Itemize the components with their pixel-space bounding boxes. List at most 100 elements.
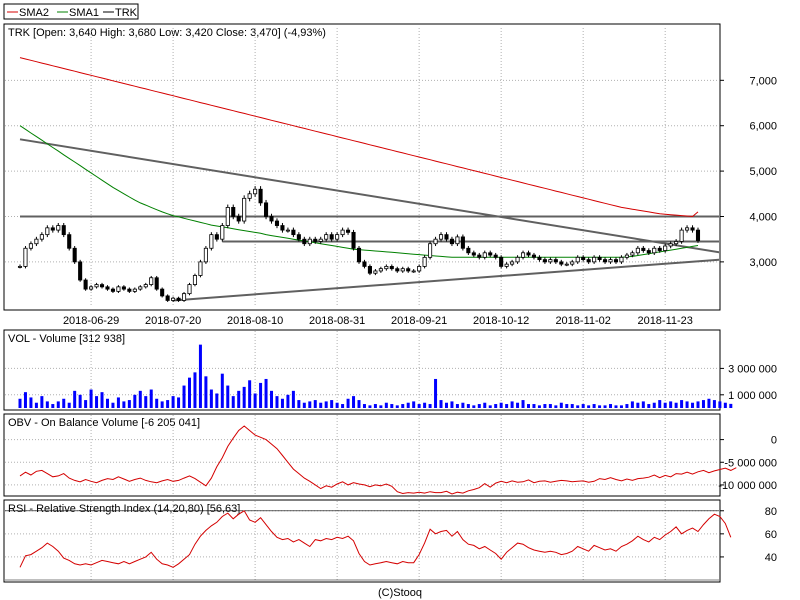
volume-bar [614, 405, 618, 408]
volume-bar [357, 400, 361, 408]
candle-body [242, 197, 247, 222]
axis-labels-layer: 2018-06-29 2018-07-20 2018-08-10 2018-08-31… [63, 75, 777, 564]
volume-bar [390, 404, 394, 408]
volume-bar [160, 401, 164, 408]
volume-bar [259, 382, 263, 408]
volume-bar [691, 402, 695, 408]
volume-bar [587, 405, 591, 408]
volume-bar [105, 398, 109, 408]
volume-bar [291, 390, 295, 408]
candle-body [581, 256, 586, 261]
candle-body [154, 277, 159, 290]
volume-bar [472, 405, 476, 408]
candle-body [466, 247, 471, 254]
volume-bar [417, 404, 421, 408]
volume-bar [155, 398, 159, 408]
y-tick-label: 6,000 [749, 121, 777, 133]
volume-bar [499, 402, 503, 408]
volume-bar [401, 404, 405, 408]
volume-bar [565, 404, 569, 408]
candle-body [264, 202, 269, 217]
volume-bar [652, 402, 656, 408]
volume-bar [718, 401, 722, 408]
candle-body [395, 268, 400, 272]
volume-bar [477, 404, 481, 408]
volume-bar [598, 405, 602, 408]
candle-body [324, 234, 329, 240]
volume-bar [641, 401, 645, 408]
candle-body [258, 188, 263, 204]
volume-bar [324, 401, 328, 408]
candle-body [449, 238, 454, 245]
sma1-line [19, 125, 699, 258]
candle-body [165, 295, 170, 301]
volume-bar [461, 402, 465, 408]
marks-layer [5, 57, 737, 581]
candle-body [592, 256, 597, 263]
y-tick-label: 1 000 000 [728, 390, 777, 402]
candle-body [247, 193, 252, 199]
y-tick-label: 3 000 000 [728, 363, 777, 375]
x-tick-label: 2018-08-10 [227, 315, 283, 327]
candle-body [94, 284, 99, 288]
candle-body [608, 259, 613, 263]
candle-body [105, 286, 110, 290]
candle-body [679, 229, 684, 242]
candle-body [635, 247, 640, 254]
candle-body [493, 254, 498, 258]
volume-panel-title: VOL - Volume [312 938] [8, 333, 125, 345]
volume-bar [215, 393, 219, 408]
candle-body [302, 238, 307, 245]
volume-bar [23, 392, 27, 408]
volume-bar [34, 402, 38, 408]
candle-body [695, 229, 701, 241]
candle-body [570, 261, 575, 265]
candle-body [72, 247, 77, 263]
candle-body [515, 256, 520, 263]
volume-bar [248, 380, 252, 408]
candle-body [603, 259, 608, 263]
candle-body [346, 229, 351, 233]
candle-body [482, 252, 487, 258]
volume-bar [548, 404, 552, 408]
volume-bar [362, 404, 366, 408]
volume-bar [40, 396, 44, 408]
volume-bar [188, 377, 191, 408]
volume-bar [406, 402, 410, 408]
volume-bar [237, 390, 241, 408]
volume-bar [379, 405, 383, 408]
candle-body [253, 188, 258, 195]
candle-body [274, 220, 280, 226]
volume-bar [138, 390, 142, 408]
volume-bar [264, 378, 268, 408]
obv-panel-frame [3, 413, 721, 497]
trendline [19, 138, 719, 254]
candle-body [34, 238, 39, 245]
y-tick-label: 7,000 [749, 75, 777, 87]
volume-bar [412, 401, 416, 408]
candle-body [225, 207, 230, 226]
volume-bar [444, 402, 448, 408]
candle-body [45, 227, 50, 236]
volume-bar [521, 400, 525, 408]
candle-body [50, 227, 55, 231]
volume-bar [352, 396, 356, 408]
candle-body [537, 256, 542, 261]
candle-body [61, 225, 66, 236]
volume-bar [116, 397, 120, 408]
candle-body [23, 247, 28, 267]
candle-body [613, 259, 619, 263]
volume-bar [658, 400, 662, 408]
candle-body [471, 252, 476, 256]
candle-body [307, 238, 312, 245]
sma2-line [19, 57, 699, 218]
candle-body [504, 263, 509, 267]
volume-bar [127, 400, 131, 408]
volume-bar [696, 401, 700, 408]
candle-body [373, 270, 378, 274]
y-tick-label: -5 000 000 [724, 457, 777, 469]
candle-body [356, 247, 362, 263]
candle-body [236, 216, 241, 222]
volume-bar [455, 404, 459, 408]
candle-body [160, 288, 165, 297]
